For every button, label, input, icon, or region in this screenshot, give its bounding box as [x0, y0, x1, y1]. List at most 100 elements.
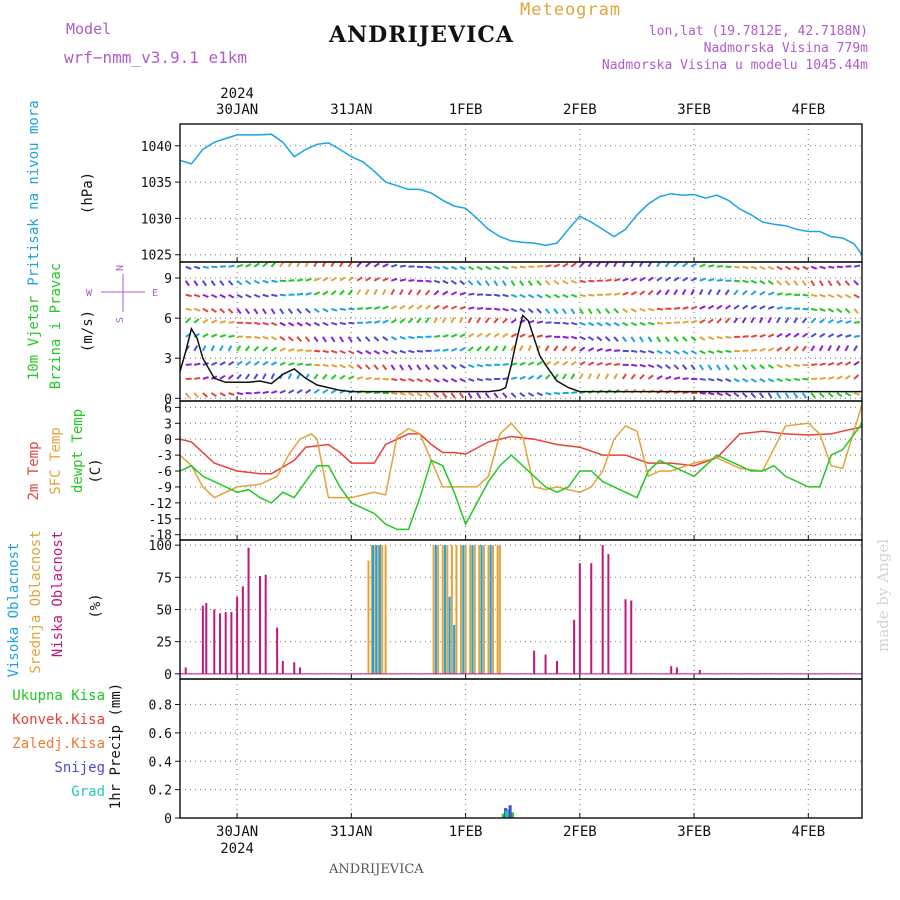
wind-barb — [322, 307, 329, 313]
wind-barb — [707, 318, 714, 324]
bar-srednja-oblacnost — [374, 545, 377, 674]
wind-barb — [836, 293, 843, 299]
wind-barb — [288, 321, 295, 327]
wind-barb — [330, 374, 337, 380]
cloud-ylabel-1: Srednja Oblacnost — [28, 530, 44, 673]
wind-barb — [330, 276, 338, 282]
wind-barb — [227, 308, 234, 314]
wind-barb — [519, 375, 526, 380]
bar-niska-oblacnost — [698, 669, 701, 674]
wind-barb — [776, 364, 783, 369]
wind-barb — [673, 306, 681, 310]
wind-barb — [699, 277, 706, 282]
wind-barb — [193, 345, 199, 352]
panel-pressure: 1025 1030 1035 1040 — [141, 123, 863, 264]
wind-barb — [604, 373, 610, 380]
wind-barb — [408, 392, 415, 397]
wind-barb — [673, 321, 681, 324]
wind-barb — [784, 346, 791, 352]
wind-barb — [699, 335, 706, 341]
temp-ylabel-0: 2m Temp — [26, 441, 42, 500]
wind-barb — [408, 279, 415, 282]
wind-barb — [776, 317, 781, 324]
wind-barb — [391, 277, 398, 282]
pressure-ylabel: Pritisak na nivou mora — [26, 100, 42, 285]
x-tick-label-bottom: 4FEB — [791, 824, 825, 840]
wind-barb — [562, 321, 569, 325]
wind-barb — [733, 279, 741, 283]
wind-barb — [365, 320, 372, 324]
panel-clouds: 0 25 50 75 100 — [149, 539, 863, 683]
wind-barb — [442, 364, 448, 370]
wind-barb — [296, 362, 304, 366]
wind-barb — [510, 318, 517, 324]
wind-barb — [304, 336, 311, 343]
wind-barb — [741, 289, 748, 296]
wind-barb — [561, 373, 567, 380]
wind-barb — [853, 293, 860, 299]
wind-barb — [561, 308, 567, 315]
wind-barb — [450, 347, 458, 352]
wind-barb — [759, 305, 766, 310]
wind-barb — [476, 345, 482, 352]
bar-srednja-oblacnost — [473, 545, 476, 674]
bar-niska-oblacnost — [218, 613, 221, 674]
bar-niska-oblacnost — [555, 660, 558, 674]
wind-barb — [673, 376, 681, 380]
wind-barb — [502, 362, 509, 366]
wind-barb — [305, 292, 312, 296]
station-title: ANDRIJEVICA — [329, 22, 514, 48]
wind-barb — [536, 361, 543, 366]
wind-barb — [347, 364, 355, 370]
wind-barb — [330, 336, 336, 343]
wind-barb — [699, 391, 706, 395]
wind-barb — [501, 392, 508, 399]
wind-barb — [459, 378, 466, 383]
bar-niska-oblacnost — [184, 667, 187, 674]
wind-barb — [785, 293, 792, 296]
wind-barb — [853, 374, 860, 380]
wind-barb — [741, 317, 747, 324]
wind-barb — [724, 392, 732, 397]
wind-barb — [827, 392, 834, 398]
wind-barb — [553, 360, 560, 366]
wind-barb — [364, 289, 370, 296]
wind-barb — [467, 392, 473, 399]
wind-barb — [588, 293, 595, 297]
wind-barb — [219, 280, 225, 286]
wind-barb — [347, 261, 353, 268]
wind-barb — [399, 278, 406, 282]
wind-barb — [690, 305, 698, 310]
wind-barb — [545, 264, 552, 268]
wind-barb — [527, 280, 533, 287]
wind-barb — [442, 290, 449, 296]
wind-barb — [425, 304, 432, 310]
wind-barb — [639, 276, 646, 282]
wind-barb — [682, 262, 689, 268]
wind-barb — [416, 317, 422, 324]
wind-barb — [390, 305, 398, 310]
wind-barb — [767, 392, 773, 399]
wind-barb — [425, 378, 432, 383]
wind-barb — [536, 308, 542, 314]
model-elevation-label: Nadmorska Visina u modelu 1045.44m — [601, 58, 868, 73]
wind-barb — [733, 265, 741, 269]
wind-barb — [287, 308, 294, 315]
bar-srednja-oblacnost — [496, 545, 499, 674]
bar-srednja-oblacnost — [498, 545, 501, 674]
wind-barb — [519, 265, 526, 269]
wind-barb — [562, 293, 569, 299]
wind-barb — [322, 321, 329, 327]
wind-barb — [459, 392, 465, 399]
wind-barb — [502, 293, 509, 298]
wind-barb — [579, 335, 586, 341]
wind-barb — [527, 345, 533, 352]
wind-barb — [399, 392, 406, 396]
wind-barb — [442, 348, 449, 352]
wind-barb — [305, 321, 312, 327]
wind-barb — [596, 336, 603, 342]
wind-barb — [245, 293, 252, 299]
bar-niska-oblacnost — [276, 627, 279, 674]
wind-barb — [741, 392, 748, 398]
wind-barb — [261, 373, 267, 380]
